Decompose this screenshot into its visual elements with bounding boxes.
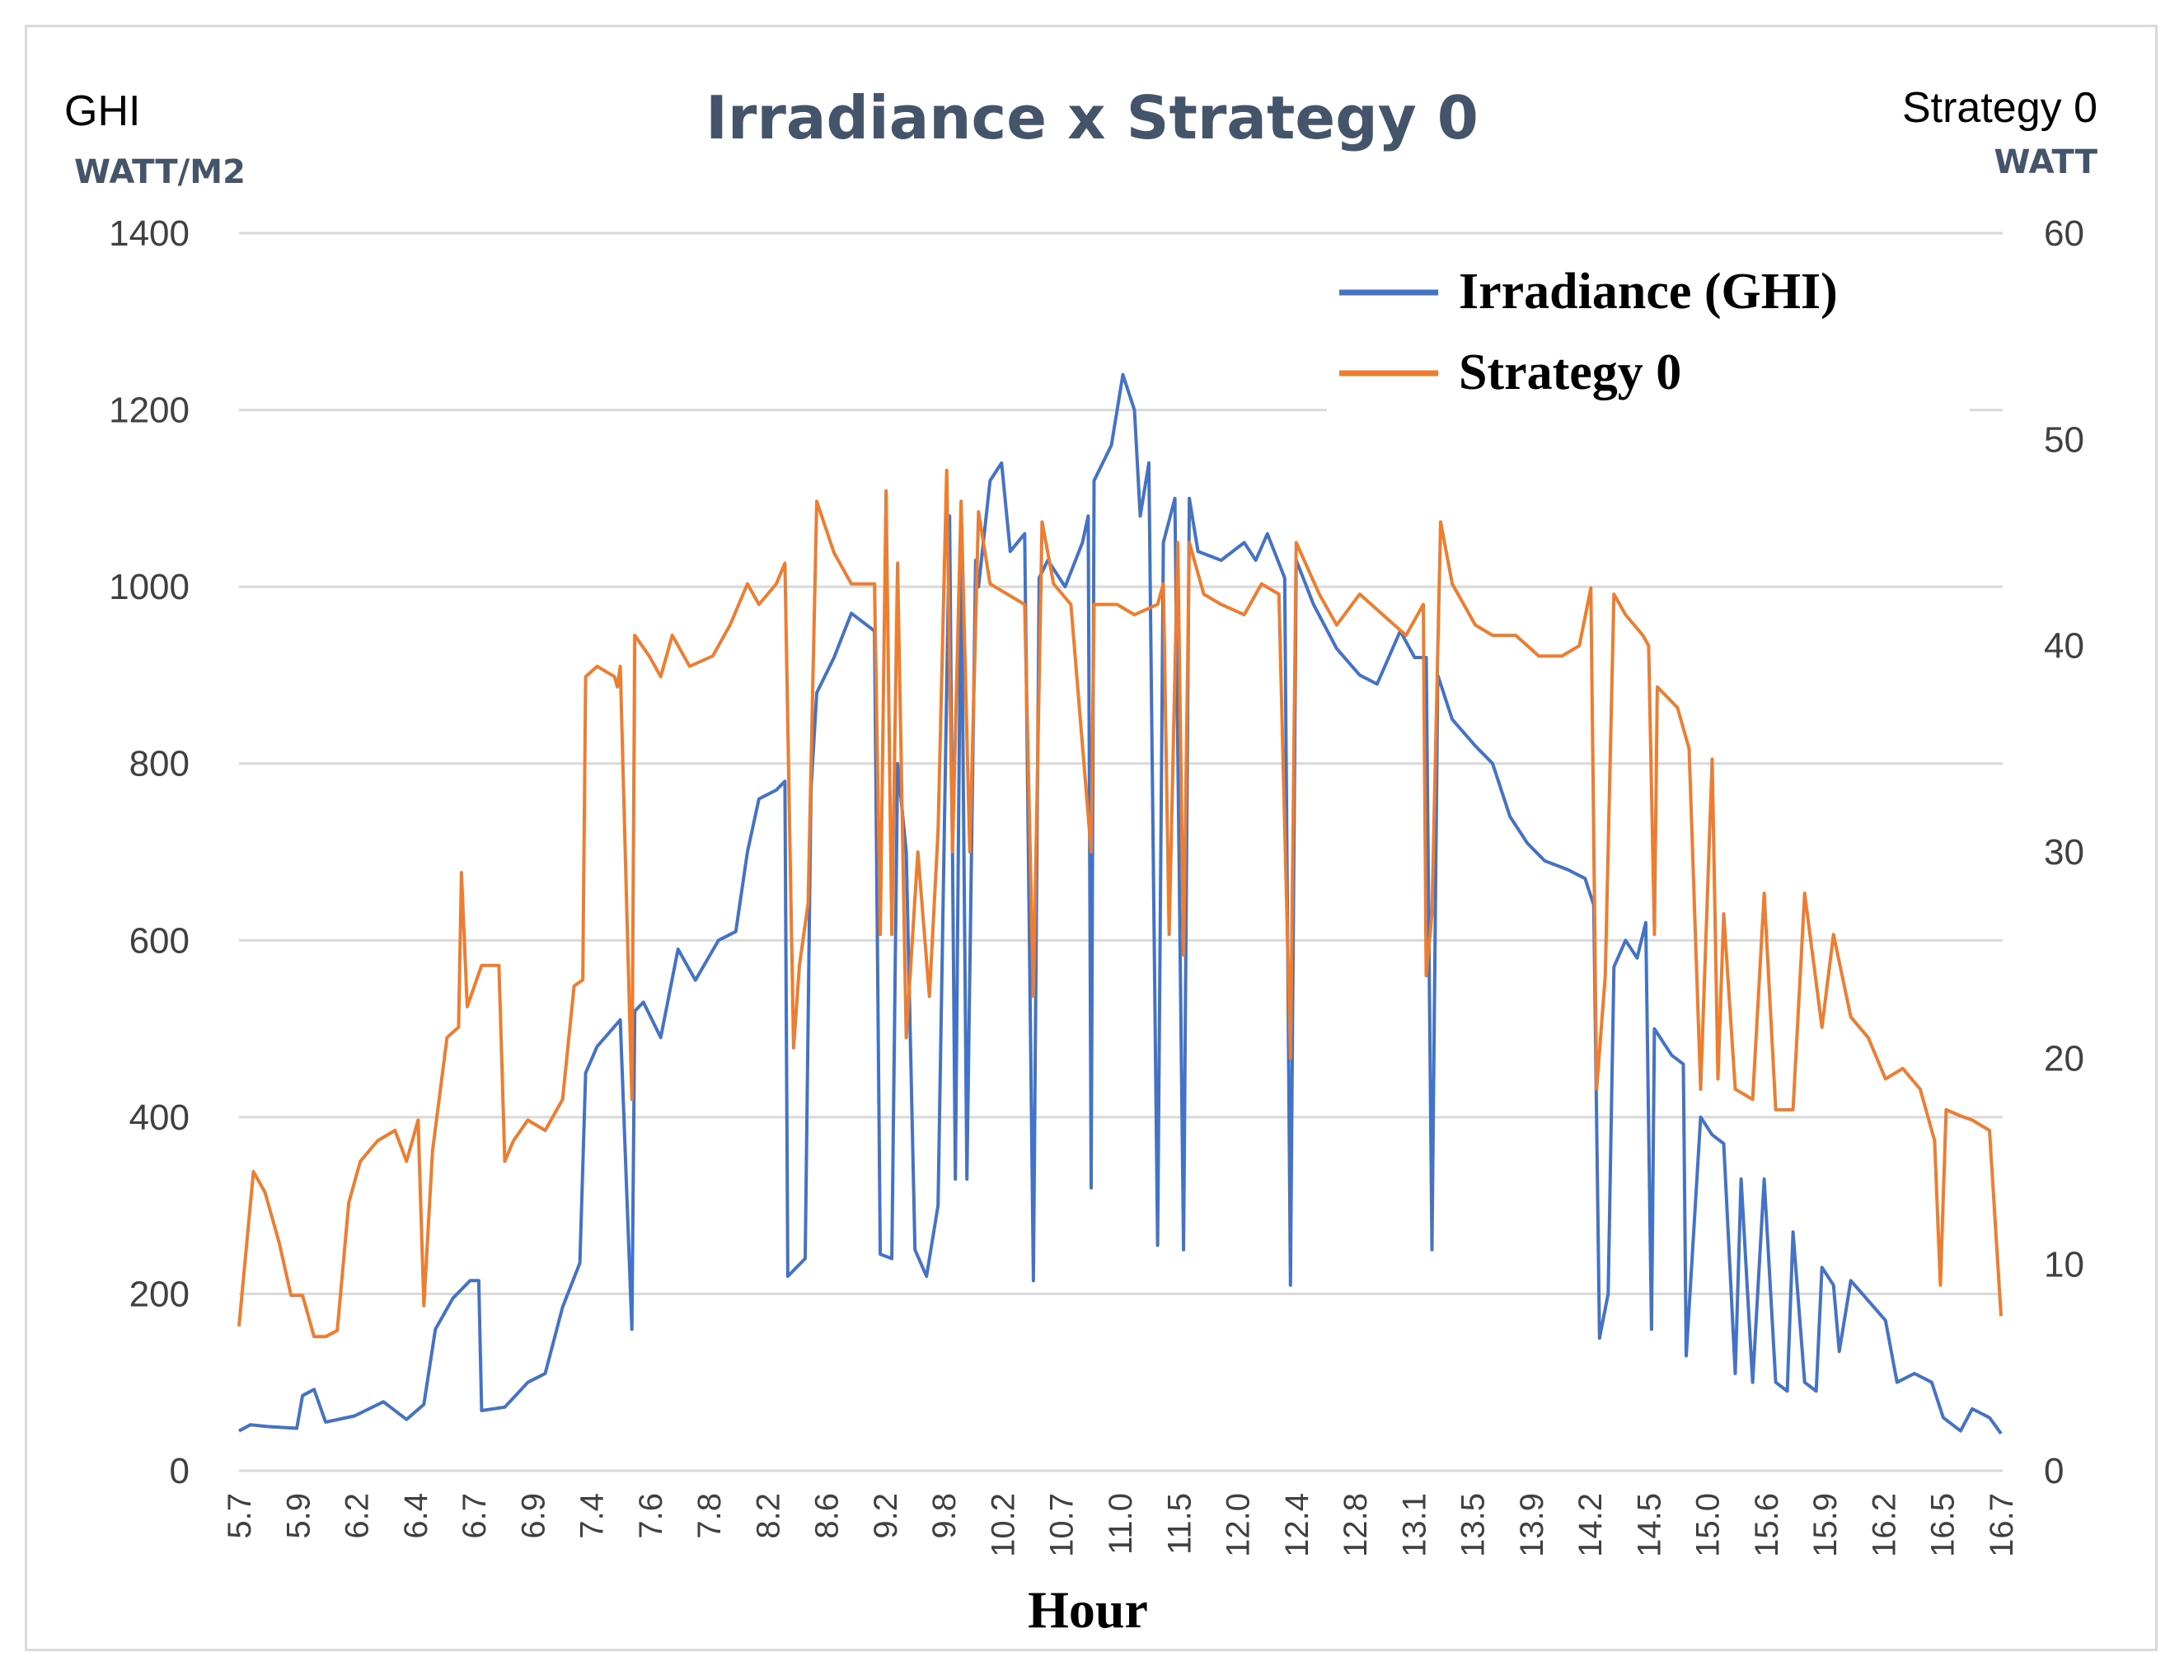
x-tick-label: 13.5: [1455, 1493, 1492, 1557]
series-layer: [237, 372, 2003, 1435]
x-tick-label: 15.9: [1807, 1493, 1844, 1557]
x-tick-label: 10.7: [1044, 1493, 1080, 1557]
x-tick-label: 10.2: [985, 1493, 1021, 1557]
x-tick-label: 9.2: [868, 1493, 904, 1539]
x-tick-label: 11.0: [1103, 1493, 1139, 1555]
right-axis-name: Strategy 0: [1902, 84, 2097, 132]
left-tick-label: 0: [170, 1451, 190, 1491]
legend-background: [1327, 247, 1970, 416]
x-tick-label: 14.2: [1572, 1493, 1609, 1557]
right-tick-label: 10: [2044, 1245, 2084, 1285]
left-tick-label: 200: [129, 1274, 190, 1314]
x-tick-label: 11.5: [1161, 1493, 1197, 1555]
x-tick-label: 6.9: [515, 1493, 551, 1539]
x-tick-label: 6.2: [340, 1493, 376, 1539]
left-tick-label: 1400: [109, 213, 190, 254]
x-tick-label: 5.9: [280, 1493, 316, 1539]
x-tick-label: 13.1: [1396, 1493, 1432, 1557]
right-tick-label: 60: [2044, 213, 2084, 254]
x-axis-ticks: 5.7 5.9 6.2 6.4 6.7 6.9 7.4 7.6 7.8 8.2 8.6 9.2 9.8 1…: [222, 1493, 2020, 1557]
left-axis-unit: WATT/M2: [74, 153, 246, 191]
right-axis-ticks: 0 10 20 30 40 50 60: [2044, 213, 2084, 1491]
right-tick-label: 30: [2044, 832, 2084, 873]
x-tick-label: 13.9: [1514, 1493, 1550, 1557]
x-tick-label: 12.4: [1279, 1493, 1315, 1557]
x-tick-label: 7.8: [691, 1493, 728, 1539]
x-axis-label: Hour: [1028, 1580, 1148, 1639]
x-tick-label: 7.4: [574, 1493, 611, 1539]
right-tick-label: 0: [2044, 1451, 2064, 1491]
x-tick-label: 5.7: [222, 1493, 258, 1539]
right-tick-label: 40: [2044, 626, 2084, 667]
left-tick-label: 1000: [109, 567, 190, 607]
legend: Irradiance (GHI) Strategy 0: [1327, 247, 1970, 416]
left-tick-label: 600: [129, 920, 190, 961]
x-tick-label: 12.8: [1338, 1493, 1374, 1557]
right-tick-label: 50: [2044, 419, 2084, 460]
series-line-strategy-0: [237, 468, 2003, 1339]
x-tick-label: 12.0: [1221, 1493, 1257, 1557]
x-tick-label: 16.2: [1866, 1493, 1902, 1557]
x-tick-label: 8.6: [809, 1493, 846, 1539]
x-tick-label: 16.7: [1984, 1493, 2020, 1557]
right-tick-label: 20: [2044, 1038, 2084, 1079]
x-tick-label: 9.8: [926, 1493, 963, 1539]
series-line-irradiance: [238, 372, 2003, 1435]
left-axis-name: GHI: [64, 87, 140, 135]
x-tick-label: 15.6: [1749, 1493, 1785, 1557]
x-tick-label: 16.5: [1925, 1493, 1961, 1557]
x-tick-label: 6.7: [457, 1493, 493, 1539]
left-tick-label: 400: [129, 1097, 190, 1138]
left-axis-ticks: 0 200 400 600 800 1000 1200 1400: [109, 213, 190, 1491]
chart-title: Irradiance x Strategy 0: [705, 83, 1479, 152]
legend-label-strategy: Strategy 0: [1459, 344, 1681, 400]
x-tick-label: 8.2: [750, 1493, 786, 1539]
legend-label-irradiance: Irradiance (GHI): [1459, 264, 1838, 320]
x-tick-label: 7.6: [633, 1493, 669, 1539]
x-tick-label: 14.5: [1631, 1493, 1667, 1557]
left-tick-label: 1200: [109, 391, 190, 431]
right-axis-unit: WATT: [1994, 143, 2097, 181]
left-tick-label: 800: [129, 744, 190, 784]
x-tick-label: 15.0: [1690, 1493, 1727, 1557]
x-tick-label: 6.4: [398, 1493, 434, 1539]
